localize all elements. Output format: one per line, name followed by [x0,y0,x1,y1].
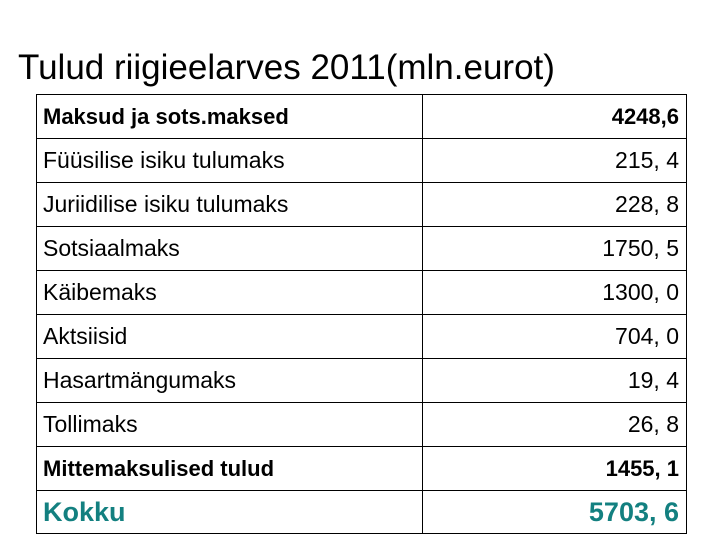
row-value: 1750, 5 [422,226,687,271]
table-row-excise: Aktsiisid 704, 0 [36,314,687,359]
row-label: Tollimaks [36,402,423,447]
row-label: Juriidilise isiku tulumaks [36,182,423,227]
table-row-gambling-tax: Hasartmängumaks 19, 4 [36,358,687,403]
row-value: 215, 4 [422,138,687,183]
table-row-social-tax: Sotsiaalmaks 1750, 5 [36,226,687,271]
row-label: Sotsiaalmaks [36,226,423,271]
table-row-total: Kokku 5703, 6 [36,490,687,534]
row-value: 704, 0 [422,314,687,359]
row-label: Maksud ja sots.maksed [36,94,423,139]
table-row-corporate-income-tax: Juriidilise isiku tulumaks 228, 8 [36,182,687,227]
table-row-taxes-and-social: Maksud ja sots.maksed 4248,6 [36,94,687,139]
row-label: Hasartmängumaks [36,358,423,403]
row-label: Mittemaksulised tulud [36,446,423,491]
row-value: 4248,6 [422,94,687,139]
table-row-personal-income-tax: Füüsilise isiku tulumaks 215, 4 [36,138,687,183]
row-value: 1300, 0 [422,270,687,315]
total-label: Kokku [36,490,423,534]
row-value: 19, 4 [422,358,687,403]
row-label: Aktsiisid [36,314,423,359]
row-value: 26, 8 [422,402,687,447]
row-label: Füüsilise isiku tulumaks [36,138,423,183]
total-value: 5703, 6 [422,490,687,534]
row-value: 1455, 1 [422,446,687,491]
slide-title: Tulud riigieelarves 2011(mln.eurot) [18,48,555,87]
table-row-non-tax-revenue: Mittemaksulised tulud 1455, 1 [36,446,687,491]
row-label: Käibemaks [36,270,423,315]
row-value: 228, 8 [422,182,687,227]
table-row-customs-duty: Tollimaks 26, 8 [36,402,687,447]
table-row-vat: Käibemaks 1300, 0 [36,270,687,315]
revenue-table: Maksud ja sots.maksed 4248,6 Füüsilise i… [36,94,687,534]
